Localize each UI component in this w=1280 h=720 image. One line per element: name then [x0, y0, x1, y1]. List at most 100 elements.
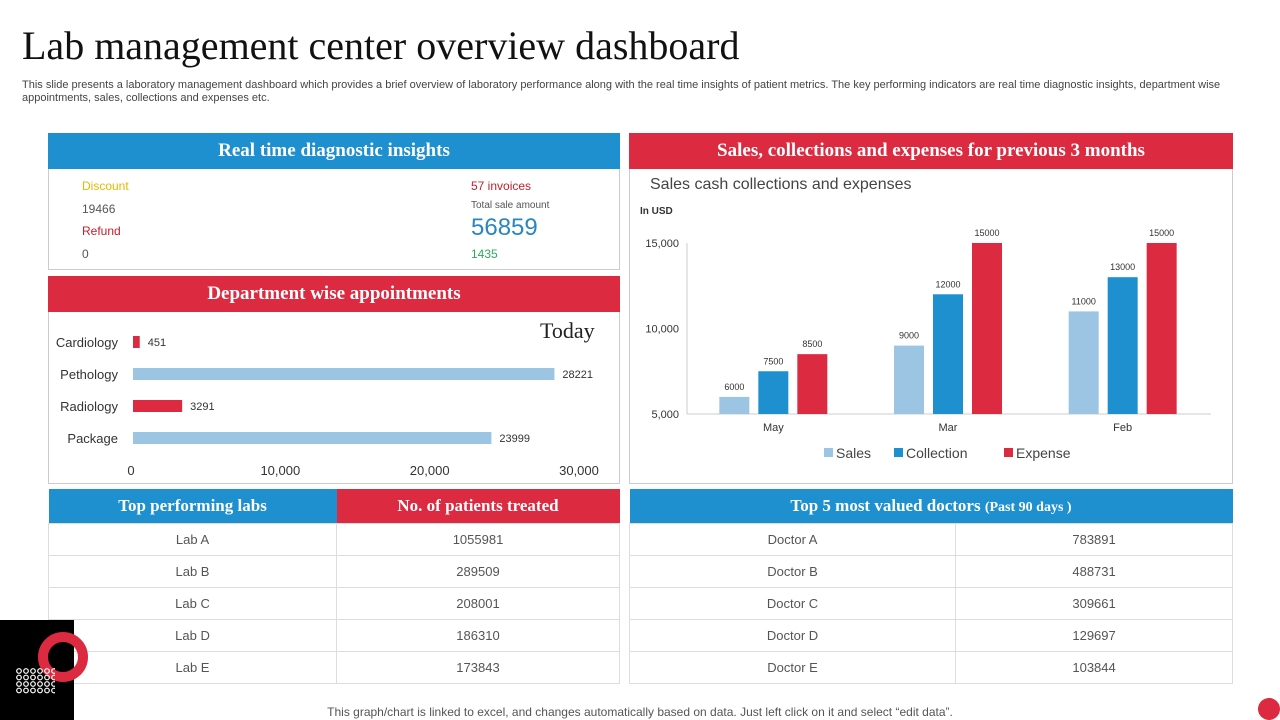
table-row: Lab B 289509	[48, 554, 620, 588]
bar-collection	[1107, 277, 1138, 414]
decor-dot	[30, 668, 36, 674]
name-cell: Lab B	[48, 554, 337, 588]
name-cell: Doctor C	[628, 586, 957, 620]
data-label: 28221	[562, 369, 593, 381]
category-label: Radiology	[60, 399, 118, 414]
category-label: Cardiology	[56, 335, 119, 350]
invoices-count: 57 invoices	[471, 179, 532, 193]
decor-dot	[30, 674, 36, 681]
decor-ring-icon	[38, 632, 88, 682]
bar-sales	[894, 345, 924, 414]
decor-dot-icon	[1258, 698, 1280, 720]
table-row: Doctor E 103844	[628, 650, 1233, 684]
decor-dot	[23, 681, 29, 687]
doctors-header-title: Top 5 most valued doctors	[790, 495, 981, 515]
legend-label: Expense	[1016, 445, 1071, 461]
data-label: 13000	[1110, 262, 1135, 272]
category-label: Package	[67, 431, 118, 446]
extra-value: 1435	[471, 247, 498, 261]
value-cell: 129697	[955, 618, 1233, 652]
decor-dot	[37, 674, 43, 681]
value-cell: 186310	[336, 618, 620, 652]
refund-label: Refund	[82, 224, 121, 238]
table-row: Doctor C 309661	[628, 586, 1233, 620]
x-tick-label: 0	[127, 463, 134, 478]
decor-dot	[23, 668, 29, 674]
bar-sales	[1068, 311, 1099, 414]
decor-dot	[51, 687, 55, 694]
table-row: Lab C 208001	[48, 586, 620, 620]
bar-expense	[972, 243, 1002, 414]
y-tick-label: 10,000	[645, 324, 679, 336]
decor-dot	[44, 687, 50, 694]
bar	[133, 432, 492, 444]
decor-dot	[44, 674, 50, 681]
name-cell: Doctor B	[628, 554, 957, 588]
doctors-header: Top 5 most valued doctors (Past 90 days …	[629, 489, 1233, 523]
page-description: This slide presents a laboratory managem…	[22, 79, 1221, 104]
data-label: 23999	[499, 433, 530, 445]
discount-label: Discount	[82, 179, 129, 193]
bar-expense	[1146, 243, 1177, 414]
bar-expense	[797, 354, 828, 414]
decor-dot	[23, 674, 29, 681]
decor-dots-icon	[16, 668, 55, 694]
bar	[133, 336, 140, 348]
decor-dot	[51, 674, 55, 681]
name-cell: Doctor E	[628, 650, 957, 684]
bar-sales	[719, 396, 750, 414]
bar	[133, 368, 555, 380]
name-cell: Doctor D	[628, 618, 957, 652]
labs-table: Top performing labs No. of patients trea…	[48, 489, 620, 684]
value-cell: 208001	[336, 586, 620, 620]
chart-title: Sales cash collections and expenses	[650, 176, 912, 193]
data-label: 7500	[763, 356, 783, 366]
sales-header: Sales, collections and expenses for prev…	[629, 133, 1233, 169]
doctors-table: Top 5 most valued doctors (Past 90 days …	[628, 489, 1233, 684]
decor-dot	[44, 668, 50, 674]
x-tick-label: May	[763, 422, 784, 434]
total-sale-value: 56859	[471, 214, 538, 241]
data-label: 11000	[1071, 296, 1095, 306]
footer-note: This graph/chart is linked to excel, and…	[327, 705, 953, 719]
decor-dot	[30, 687, 36, 694]
decor-dot	[51, 681, 55, 687]
refund-value: 0	[82, 247, 89, 261]
decor-dot	[16, 687, 22, 694]
table-row: Doctor D 129697	[628, 618, 1233, 652]
patients-col-header: No. of patients treated	[336, 489, 620, 523]
value-cell: 783891	[955, 522, 1233, 556]
doctors-header-sub: (Past 90 days )	[984, 499, 1072, 515]
table-row: Doctor B 488731	[628, 554, 1233, 588]
y-tick-label: 15,000	[645, 238, 679, 250]
value-cell: 173843	[336, 650, 620, 684]
data-label: 9000	[899, 331, 919, 341]
discount-value: 19466	[82, 202, 116, 216]
today-label: Today	[540, 318, 595, 343]
data-label: 15000	[1149, 228, 1174, 238]
table-row: Lab E 173843	[48, 650, 620, 684]
y-tick-label: 5,000	[651, 409, 679, 421]
decor-dot	[16, 668, 22, 674]
x-tick-label: 10,000	[260, 463, 300, 478]
table-row: Lab D 186310	[48, 618, 620, 652]
insights-header: Real time diagnostic insights	[48, 133, 620, 169]
decor-dot	[37, 681, 43, 687]
decor-dot	[16, 681, 22, 687]
name-cell: Lab D	[48, 618, 337, 652]
x-tick-label: 30,000	[559, 463, 599, 478]
decor-dot	[44, 681, 50, 687]
decor-dot	[23, 687, 29, 694]
value-cell: 103844	[955, 650, 1233, 684]
data-label: 3291	[190, 401, 214, 413]
decor-dot	[37, 687, 43, 694]
legend-label: Sales	[836, 445, 871, 461]
data-label: 6000	[724, 382, 744, 392]
legend-swatch	[1004, 448, 1013, 457]
data-label: 12000	[935, 279, 960, 289]
decor-dot	[51, 668, 55, 674]
x-tick-label: 20,000	[410, 463, 450, 478]
appointments-header: Department wise appointments	[48, 276, 620, 312]
x-tick-label: Feb	[1113, 422, 1132, 434]
decor-dot	[16, 674, 22, 681]
